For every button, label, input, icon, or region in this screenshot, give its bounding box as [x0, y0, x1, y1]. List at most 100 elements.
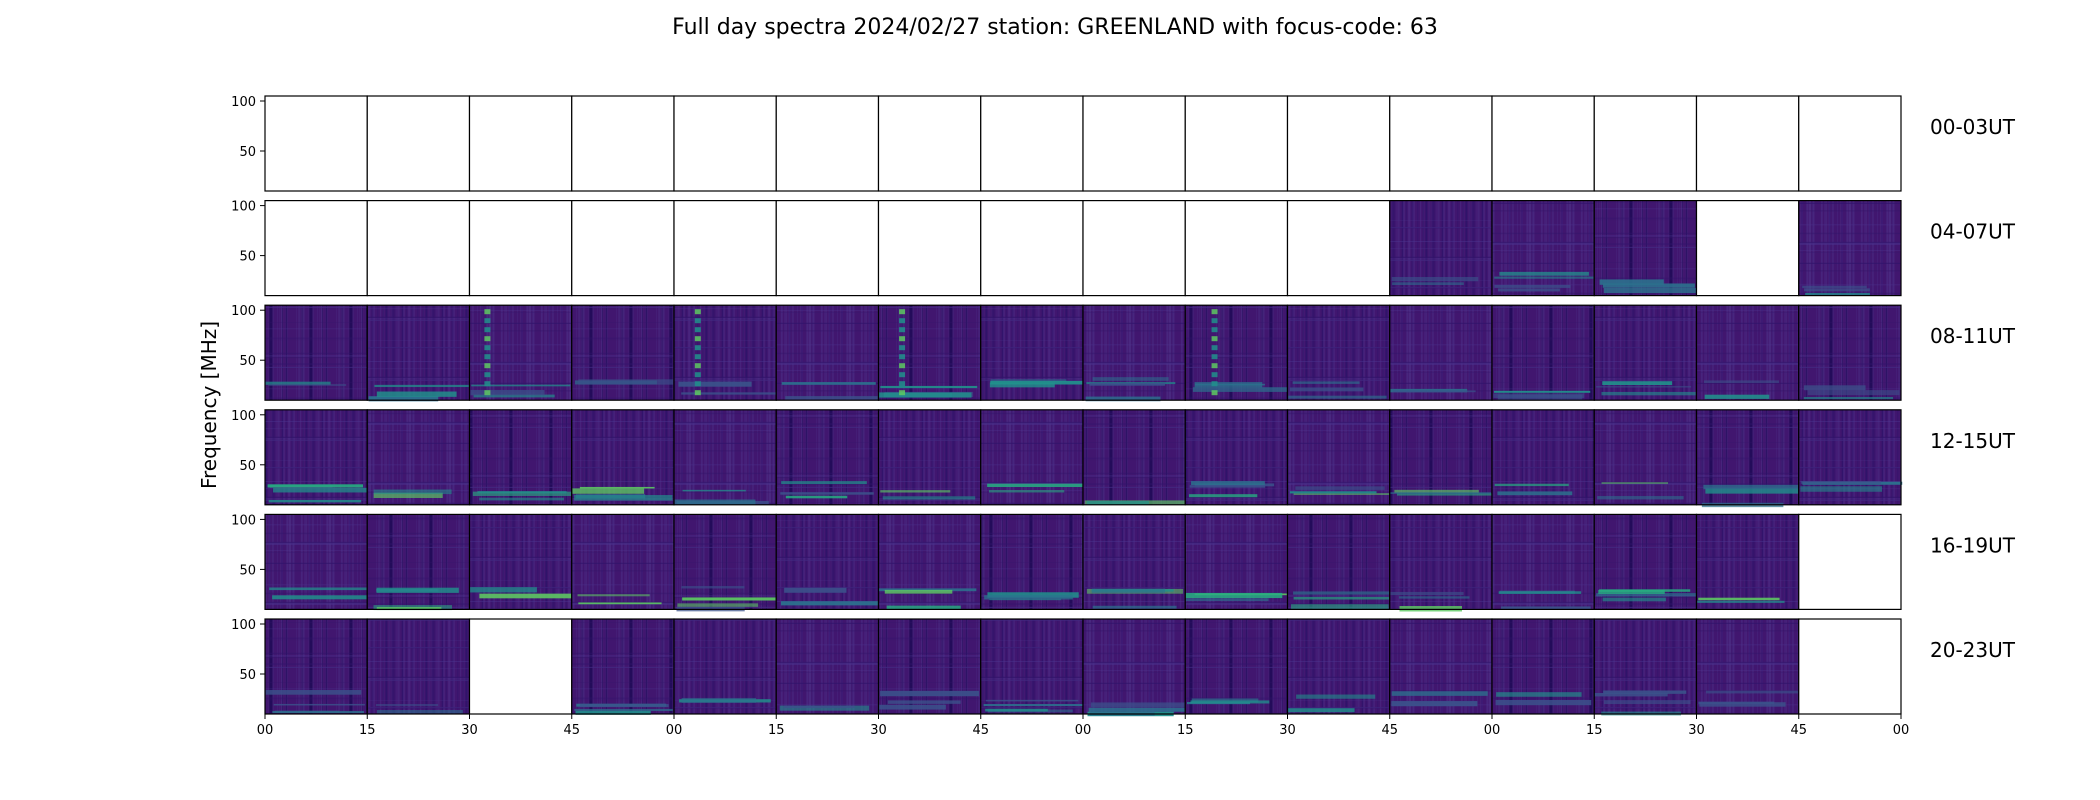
- emission-band: [477, 491, 567, 494]
- spectrum-panel: [571, 95, 675, 192]
- emission-band: [376, 587, 459, 593]
- emission-band: [988, 490, 1065, 493]
- x-tick-label: 15: [359, 723, 376, 738]
- emission-band: [1289, 491, 1377, 494]
- row-label: 12-15UT: [1930, 429, 2016, 453]
- empty-panel: [1083, 96, 1186, 191]
- empty-panel: [1287, 96, 1390, 191]
- emission-band: [1493, 393, 1585, 398]
- spectrum-panel: [1389, 200, 1493, 297]
- emission-band: [1601, 482, 1669, 484]
- burst-segment: [484, 390, 491, 396]
- spectrum-panel: [877, 95, 982, 192]
- spectrum-fill: [878, 619, 981, 714]
- x-tick-label: 00: [666, 723, 683, 738]
- spectrum-panel: [366, 409, 471, 506]
- panel-frame: [1798, 513, 1902, 611]
- spectrum-fill: [1083, 409, 1186, 505]
- empty-panel: [265, 200, 368, 296]
- spectrum-panel: [1082, 200, 1186, 297]
- spectrum-panel: [571, 513, 675, 611]
- spectrum-fill: [878, 514, 981, 610]
- spectrum-panel: [1695, 618, 1804, 715]
- empty-panel: [878, 200, 981, 296]
- emission-band: [1803, 397, 1894, 400]
- spectrum-panel: [1082, 618, 1191, 717]
- emission-band: [781, 382, 876, 385]
- burst-segment: [484, 318, 491, 324]
- emission-band: [884, 589, 953, 594]
- spectrum-fill: [674, 514, 777, 610]
- spectrum-panel: [468, 304, 573, 401]
- emission-band: [1190, 700, 1270, 704]
- burst-segment: [484, 372, 491, 378]
- spectrum-fill: [1389, 200, 1492, 296]
- emission-band: [1603, 690, 1687, 694]
- spectrum-panel: [775, 513, 880, 611]
- empty-panel: [1389, 96, 1492, 191]
- emission-band: [1805, 292, 1870, 296]
- spectrum-panel: [1082, 304, 1186, 402]
- burst-segment: [899, 318, 906, 324]
- emission-band: [989, 382, 1055, 388]
- emission-band: [578, 379, 674, 385]
- spectrum-fill: [776, 305, 879, 401]
- emission-band: [985, 699, 1079, 702]
- spectrum-panel: [1184, 200, 1289, 297]
- panel-frame: [1798, 200, 1902, 297]
- empty-panel: [571, 96, 674, 191]
- burst-segment: [694, 390, 701, 396]
- empty-panel: [1185, 200, 1288, 296]
- x-tick-label: 15: [1177, 723, 1194, 738]
- emission-band: [1703, 380, 1779, 384]
- spectrum-panel: [775, 200, 880, 297]
- emission-band: [780, 492, 874, 495]
- emission-band: [373, 492, 443, 498]
- y-tick-label: 100: [231, 304, 256, 319]
- empty-panel: [980, 200, 1083, 296]
- panel-frame: [1798, 304, 1902, 401]
- empty-panel: [1798, 619, 1901, 714]
- chart-title: Full day spectra 2024/02/27 station: GRE…: [672, 15, 1438, 40]
- emission-band: [471, 384, 571, 387]
- emission-band: [1287, 708, 1355, 713]
- emission-band: [574, 495, 673, 501]
- x-tick-label: 30: [1279, 723, 1296, 738]
- spectrum-panel: [980, 200, 1084, 297]
- emission-band: [886, 605, 961, 610]
- emission-band: [878, 588, 977, 592]
- burst-segment: [899, 381, 906, 387]
- x-tick-label: 45: [563, 723, 580, 738]
- emission-band: [272, 595, 372, 600]
- spectrum-fill: [980, 619, 1083, 714]
- y-tick-label: 50: [239, 668, 256, 683]
- emission-band: [1495, 699, 1592, 706]
- spectrum-fill: [1492, 514, 1595, 610]
- emission-band: [373, 489, 452, 495]
- burst-segment: [1211, 363, 1218, 369]
- spectrum-panel: [571, 200, 675, 297]
- spectrum-panel: [1593, 200, 1699, 297]
- emission-band: [376, 710, 463, 714]
- burst-segment: [1211, 345, 1218, 351]
- emission-band: [269, 587, 368, 591]
- emission-band: [265, 381, 331, 385]
- spectrum-fill: [1389, 305, 1492, 401]
- spectrum-panel: [1593, 95, 1698, 192]
- spectrum-panel: [877, 409, 982, 506]
- spectrum-panel: [877, 513, 982, 611]
- y-tick-label: 50: [239, 459, 256, 474]
- burst-segment: [1211, 381, 1218, 387]
- emission-band: [572, 488, 645, 494]
- spectrum-panel: [264, 618, 368, 715]
- spectrum-fill: [1594, 305, 1697, 401]
- emission-band: [1288, 395, 1387, 399]
- spectrum-panel: [1389, 513, 1493, 612]
- emission-band: [987, 483, 1083, 488]
- emission-band: [1088, 707, 1185, 712]
- spectrum-panel: [980, 618, 1085, 715]
- spectrum-panel: [366, 200, 471, 297]
- empty-panel: [776, 200, 879, 296]
- y-tick-label: 100: [231, 95, 256, 110]
- spectrum-fill: [367, 305, 470, 401]
